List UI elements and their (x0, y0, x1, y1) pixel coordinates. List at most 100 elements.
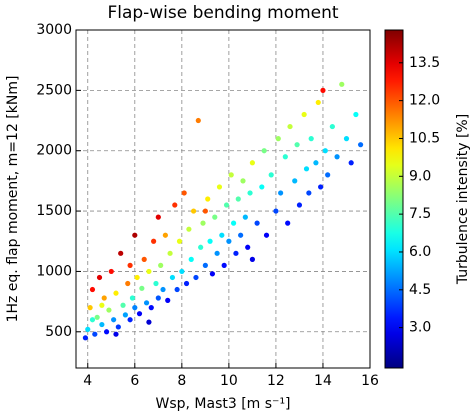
scatter-point (301, 111, 307, 118)
scatter-point (240, 178, 246, 184)
x-tick-label: 8 (177, 373, 186, 389)
scatter-point (174, 286, 180, 293)
chart-title: Flap-wise bending moment (107, 3, 338, 23)
x-tick-label: 14 (314, 373, 332, 389)
scatter-point (99, 302, 105, 308)
scatter-point (212, 214, 218, 220)
scatter-point (122, 312, 128, 318)
scatter-point (165, 297, 171, 303)
scatter-point (343, 136, 350, 142)
scatter-point (275, 136, 281, 142)
colorbar-tick-label: 9.0 (409, 168, 431, 184)
scatter-point (118, 250, 124, 256)
scatter-point (296, 202, 303, 208)
scatter-point (223, 202, 230, 208)
scatter-point (263, 232, 270, 238)
scatter-point (136, 311, 143, 317)
scatter-point (127, 262, 133, 268)
scatter-point (139, 285, 145, 291)
scatter-point (303, 166, 310, 172)
scatter-point (233, 250, 239, 256)
colorbar-tick-label: 13.5 (409, 55, 440, 71)
scatter-point (132, 305, 138, 311)
scatter-point (87, 305, 93, 311)
scatter-point (99, 321, 105, 328)
scatter-point (348, 160, 354, 166)
scatter-point (94, 314, 100, 320)
scatter-point (214, 250, 220, 256)
scatter-point (115, 324, 121, 330)
y-tick-label: 500 (45, 324, 72, 340)
scatter-point (202, 208, 208, 214)
scatter-point (132, 232, 138, 238)
scatter-point (216, 184, 223, 190)
scatter-point (172, 202, 178, 208)
scatter-point (151, 238, 157, 244)
scatter-point (247, 190, 253, 196)
x-axis-label: Wsp, Mast3 [m s⁻¹] (155, 396, 290, 412)
scatter-point (294, 142, 300, 148)
x-tick-label: 6 (130, 373, 139, 389)
scatter-point (242, 214, 248, 220)
scatter-point (181, 190, 187, 196)
scatter-point (113, 331, 119, 337)
colorbar-tick-label: 3.0 (409, 320, 431, 336)
scatter-point (179, 268, 185, 275)
scatter-point (238, 232, 244, 238)
colorbar-tick-label: 6.0 (409, 244, 431, 260)
scatter-point (108, 268, 114, 275)
scatter-point (282, 154, 288, 160)
scatter-point (143, 300, 150, 306)
scatter-point (127, 317, 133, 323)
scatter-point (103, 329, 110, 335)
scatter-point (219, 232, 225, 238)
scatter-point (254, 220, 260, 226)
scatter-point (292, 178, 298, 184)
scatter-point (353, 111, 359, 118)
scatter-point (273, 208, 279, 214)
scatter-point (162, 232, 168, 238)
scatter-point (322, 148, 328, 154)
colorbar-tick-label: 4.5 (409, 282, 431, 298)
x-tick-label: 4 (83, 373, 92, 389)
scatter-point (158, 262, 164, 268)
scatter-point (146, 319, 152, 325)
scatter-point (146, 268, 152, 275)
y-tick-label: 1500 (36, 203, 72, 219)
scatter-point (259, 184, 265, 190)
scatter-point (167, 250, 173, 256)
scatter-point (96, 274, 103, 281)
scatter-point (339, 81, 345, 87)
y-tick-label: 2000 (36, 143, 72, 159)
scatter-point (287, 123, 293, 130)
scatter-point (92, 331, 98, 337)
y-axis-label: 1Hz eq. flap moment, m=12 [kNm] (5, 76, 21, 323)
scatter-point (318, 184, 324, 190)
scatter-point (134, 274, 140, 281)
scatter-point (230, 220, 237, 226)
x-tick-label: 10 (220, 373, 238, 389)
scatter-point (111, 317, 117, 323)
scatter-point (198, 244, 204, 250)
scatter-point (325, 172, 331, 178)
scatter-point (85, 326, 91, 332)
scatter-point (228, 172, 234, 178)
y-tick-label: 2500 (36, 82, 72, 98)
colorbar-tick-label: 12.0 (409, 93, 440, 109)
plot-frame (75, 29, 371, 369)
scatter-point (101, 295, 107, 301)
scatter-point (169, 274, 176, 281)
scatter-point (200, 220, 206, 226)
scatter-point (183, 280, 190, 287)
scatter-point (191, 208, 197, 214)
y-tick-label: 1000 (36, 263, 72, 279)
scatter-point (82, 335, 89, 341)
colorbar-tick-label: 10.5 (409, 130, 440, 146)
scatter-point (249, 160, 255, 166)
scatter-point (221, 262, 227, 268)
scatter-point (188, 256, 194, 262)
scatter-point (226, 238, 232, 244)
scatter-point (153, 280, 159, 287)
scatter-point (129, 295, 136, 301)
